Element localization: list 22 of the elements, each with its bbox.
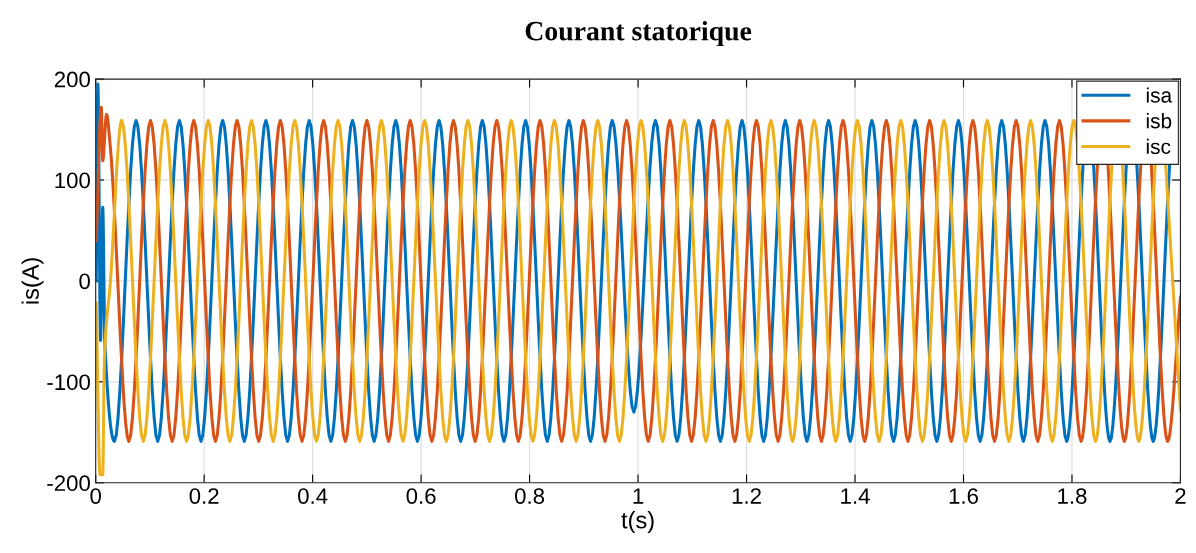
x-tick-label: 1 [633,488,644,504]
x-tick-label: 1.4 [841,488,870,504]
x-tick-label: 1.2 [732,488,761,504]
legend-label: isb [1146,113,1172,129]
y-tick-label: -100 [47,374,90,391]
y-tick-label: 100 [55,172,90,189]
x-tick-label: 1.6 [949,488,978,504]
legend-label: isc [1146,138,1171,155]
x-tick-label: 1.8 [1058,488,1087,504]
chart-title: Courant statorique [525,20,752,47]
x-tick-label: 0 [90,488,101,504]
y-tick-label: 200 [54,71,90,88]
x-tick-label: 0.8 [515,488,545,504]
legend-label: isa [1146,87,1173,103]
y-axis-title: is(A) [21,258,44,304]
x-tick-label: 0.2 [189,488,219,504]
x-tick-label: 0.4 [298,488,328,504]
y-tick-label: -200 [47,475,90,492]
x-tick-label: 0.6 [406,488,436,504]
y-tick-label: 0 [79,273,90,290]
x-tick-label: 2 [1175,488,1186,504]
x-axis-title: t(s) [621,511,654,534]
